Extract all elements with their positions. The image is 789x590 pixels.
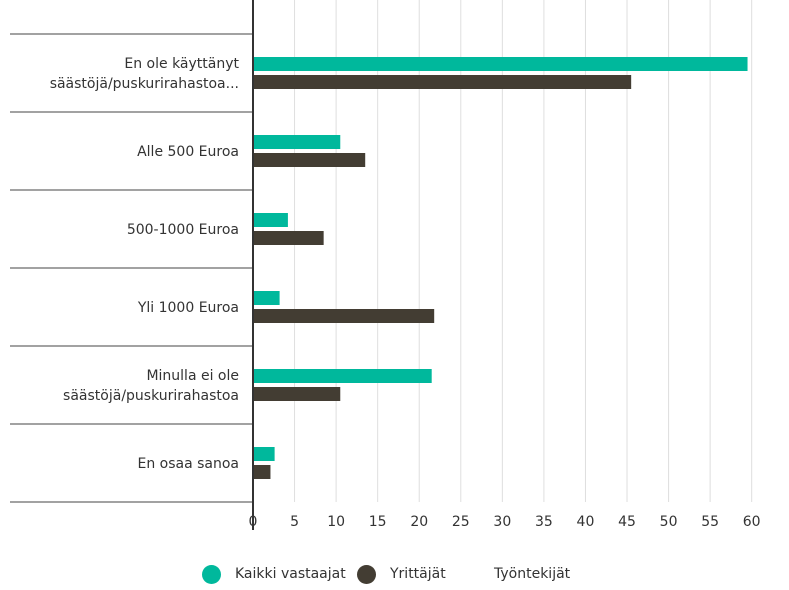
- bar[interactable]: [253, 213, 288, 227]
- category-label: En ole käyttänyt: [124, 56, 239, 72]
- bar[interactable]: [253, 465, 271, 479]
- bar[interactable]: [253, 291, 280, 305]
- category-label: En osaa sanoa: [137, 456, 239, 472]
- x-tick-label: 15: [369, 514, 387, 530]
- legend-swatch-tyontekijat: [461, 564, 480, 584]
- bar[interactable]: [253, 447, 275, 461]
- legend-swatch-kaikki-vastaajat: [202, 564, 221, 584]
- bar[interactable]: [253, 369, 432, 383]
- x-tick-label: 5: [290, 514, 299, 530]
- category-label: Minulla ei ole: [146, 368, 239, 384]
- x-tick-label: 40: [577, 514, 595, 530]
- category-label: säästöjä/puskurirahastoa...: [50, 76, 239, 92]
- legend-label: Yrittäjät: [390, 566, 446, 582]
- bars: [253, 57, 748, 479]
- category-label: Alle 500 Euroa: [137, 144, 239, 160]
- x-axis-ticks: 051015202530354045505560: [249, 514, 761, 530]
- x-tick-label: 25: [452, 514, 470, 530]
- x-tick-label: 20: [410, 514, 428, 530]
- bar[interactable]: [253, 231, 324, 245]
- legend-label: Kaikki vastaajat: [235, 566, 346, 582]
- category-label: Yli 1000 Euroa: [137, 300, 239, 316]
- x-tick-label: 30: [493, 514, 511, 530]
- x-tick-label: 35: [535, 514, 553, 530]
- legend-swatch-yrittajat: [357, 564, 376, 584]
- bar[interactable]: [253, 153, 366, 167]
- x-tick-label: 45: [618, 514, 636, 530]
- bar[interactable]: [253, 387, 341, 401]
- category-label: säästöjä/puskurirahastoa: [63, 388, 239, 404]
- legend-item-kaikki-vastaajat[interactable]: Kaikki vastaajat: [202, 560, 346, 588]
- bar[interactable]: [253, 57, 748, 71]
- x-tick-label: 60: [743, 514, 761, 530]
- bar[interactable]: [253, 135, 341, 149]
- category-label: 500-1000 Euroa: [127, 222, 239, 238]
- x-tick-label: 10: [327, 514, 345, 530]
- bar[interactable]: [253, 309, 435, 323]
- legend-item-yrittajat[interactable]: Yrittäjät: [357, 560, 446, 588]
- legend-label: Työntekijät: [494, 566, 571, 582]
- x-tick-label: 55: [701, 514, 719, 530]
- category-rows: En ole käyttänyt säästöjä/puskurirahastoa…: [10, 33, 253, 503]
- legend: Kaikki vastaajat Yrittäjät Työntekijät: [0, 560, 789, 588]
- x-tick-label: 50: [660, 514, 678, 530]
- bar[interactable]: [253, 75, 632, 89]
- legend-item-tyontekijat[interactable]: Työntekijät: [461, 560, 570, 588]
